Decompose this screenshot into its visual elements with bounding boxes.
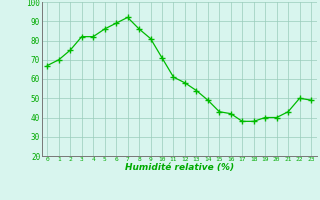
X-axis label: Humidité relative (%): Humidité relative (%) xyxy=(124,163,234,172)
